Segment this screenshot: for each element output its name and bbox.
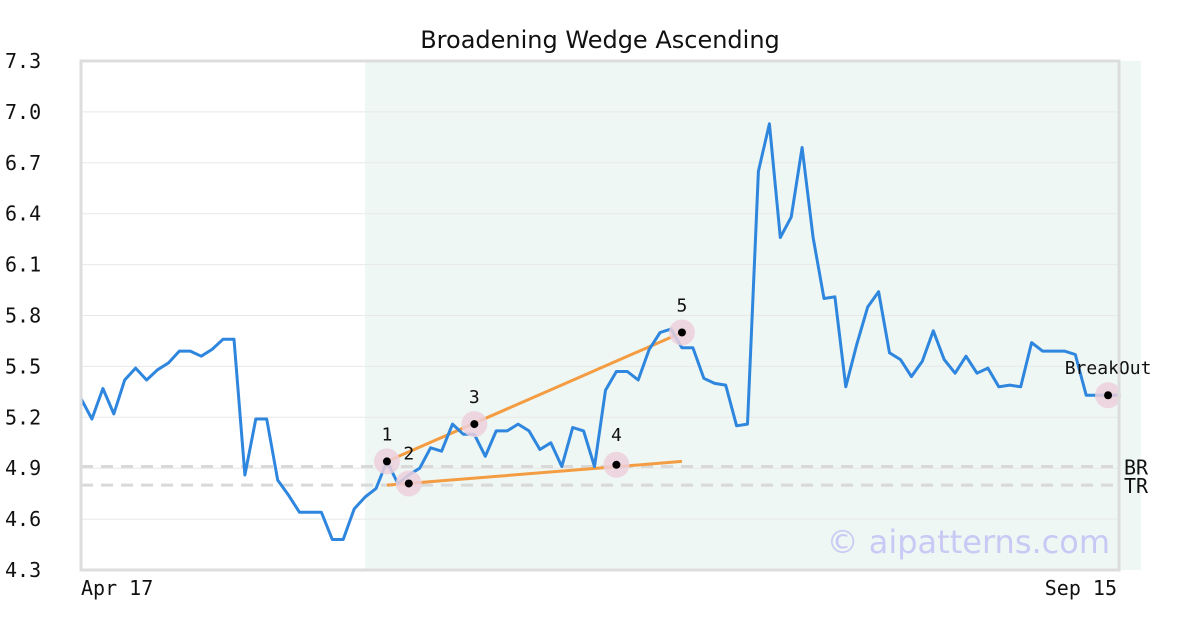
watermark: © aipatterns.com (827, 523, 1110, 561)
y-tick-label: 7.0 (5, 100, 41, 124)
pattern-point (404, 479, 413, 488)
pattern-point (612, 460, 621, 469)
pattern-point-label: 1 (382, 424, 393, 445)
level-label: BR (1124, 456, 1149, 480)
plot-border (79, 59, 1121, 572)
y-tick-label: 5.2 (5, 405, 41, 429)
y-tick-label: 4.6 (5, 507, 41, 531)
y-tick-label: 6.4 (5, 202, 41, 226)
x-axis-ticks: Apr 17 Sep 15 (81, 576, 1117, 600)
x-tick-label: Sep 15 (1045, 576, 1117, 600)
trendline (386, 459, 683, 487)
pattern-point-label: 2 (403, 443, 414, 464)
y-tick-label: 6.1 (5, 253, 41, 277)
price-line (79, 122, 1119, 541)
pattern-point-label: 5 (677, 295, 688, 316)
y-tick-label: 5.8 (5, 304, 41, 328)
y-tick-label: 7.3 (5, 49, 41, 73)
trendlines (386, 331, 683, 487)
pattern-markers: 12 3 4 5 BreakOut (373, 295, 1152, 497)
pattern-point (382, 457, 391, 466)
y-axis-ticks: 4.3 4.6 4.9 5.2 5.5 5.8 6.1 6.4 6.7 7.0 7.3 (5, 49, 41, 582)
y-tick-label: 4.9 (5, 456, 41, 480)
trendline (386, 331, 683, 463)
pattern-point (470, 420, 479, 429)
y-tick-label: 6.7 (5, 151, 41, 175)
pattern-point-label: 3 (469, 387, 480, 408)
pattern-point-label: 4 (611, 425, 622, 446)
pattern-point (1104, 391, 1113, 400)
chart-title: Broadening Wedge Ascending (420, 26, 780, 54)
x-tick-label: Apr 17 (81, 576, 153, 600)
pattern-point (677, 328, 686, 337)
y-tick-label: 5.5 (5, 354, 41, 378)
pattern-point-label: BreakOut (1065, 358, 1152, 379)
level-label: TR (1124, 474, 1149, 498)
y-tick-label: 4.3 (5, 558, 41, 582)
